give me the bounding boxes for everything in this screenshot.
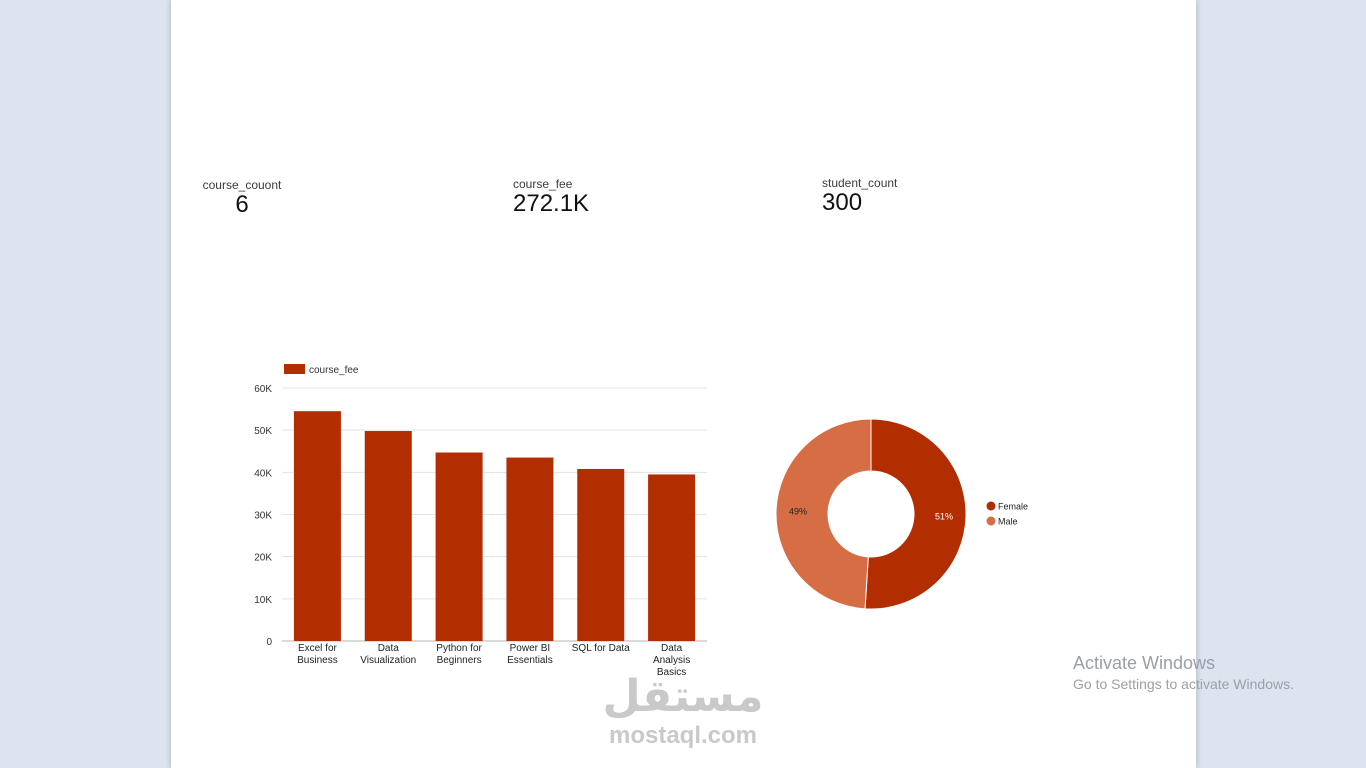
kpi-value: 272.1K bbox=[513, 190, 590, 217]
x-tick-label: Python for bbox=[436, 643, 482, 654]
x-tick-label: Excel for bbox=[298, 643, 338, 654]
legend-swatch bbox=[284, 364, 305, 374]
watermark-arabic: مستقل bbox=[602, 671, 764, 722]
legend-label: Female bbox=[998, 502, 1028, 512]
x-tick-label: Data bbox=[378, 643, 400, 654]
kpi-label: course_fee bbox=[513, 177, 573, 191]
kpi-student-count: student_count 300 bbox=[822, 176, 897, 216]
y-tick-label: 60K bbox=[254, 384, 272, 395]
kpi-value: 300 bbox=[822, 189, 863, 216]
y-tick-label: 10K bbox=[254, 595, 272, 606]
kpi-label: student_count bbox=[822, 176, 898, 190]
donut-slice-female bbox=[864, 418, 967, 610]
y-tick-label: 0 bbox=[266, 637, 272, 648]
legend-dot bbox=[986, 516, 996, 526]
x-tick-label: Power BI bbox=[510, 643, 551, 654]
kpi-value: 6 bbox=[235, 191, 249, 218]
slice-percent-label: 49% bbox=[789, 507, 807, 517]
y-tick-label: 20K bbox=[254, 553, 272, 564]
kpi-course-count: course_couont 6 bbox=[197, 178, 287, 218]
legend-label: Male bbox=[998, 517, 1018, 527]
bar bbox=[435, 452, 483, 641]
activation-title: Activate Windows bbox=[1073, 653, 1216, 673]
kpi-label: course_couont bbox=[202, 178, 282, 192]
y-tick-label: 40K bbox=[254, 468, 272, 479]
watermark-latin: mostaql.com bbox=[608, 722, 758, 749]
y-tick-label: 50K bbox=[254, 426, 272, 437]
y-tick-label: 30K bbox=[254, 511, 272, 522]
donut-slice-male bbox=[775, 418, 872, 610]
bar bbox=[293, 411, 341, 641]
legend-dot bbox=[986, 501, 996, 511]
x-tick-label: Essentials bbox=[507, 655, 553, 666]
x-tick-label: Business bbox=[297, 655, 338, 666]
bar bbox=[577, 468, 625, 641]
x-tick-label: Visualization bbox=[360, 655, 416, 666]
slice-percent-label: 51% bbox=[935, 511, 953, 521]
x-tick-label: Data bbox=[661, 643, 683, 654]
bar bbox=[364, 431, 412, 641]
x-tick-label: Analysis bbox=[653, 655, 690, 666]
x-tick-label: Basics bbox=[657, 667, 686, 678]
kpi-course-fee: course_fee 272.1K bbox=[513, 177, 589, 217]
bar bbox=[648, 474, 696, 641]
windows-activation-notice: Activate Windows Go to Settings to activ… bbox=[1073, 652, 1294, 694]
x-tick-label: SQL for Data bbox=[572, 643, 630, 654]
bar bbox=[506, 457, 554, 641]
x-tick-label: Beginners bbox=[437, 655, 482, 666]
activation-subtitle: Go to Settings to activate Windows. bbox=[1073, 676, 1294, 692]
legend-label: course_fee bbox=[309, 365, 359, 376]
mostaql-watermark: مستقل mostaql.com bbox=[598, 672, 768, 750]
